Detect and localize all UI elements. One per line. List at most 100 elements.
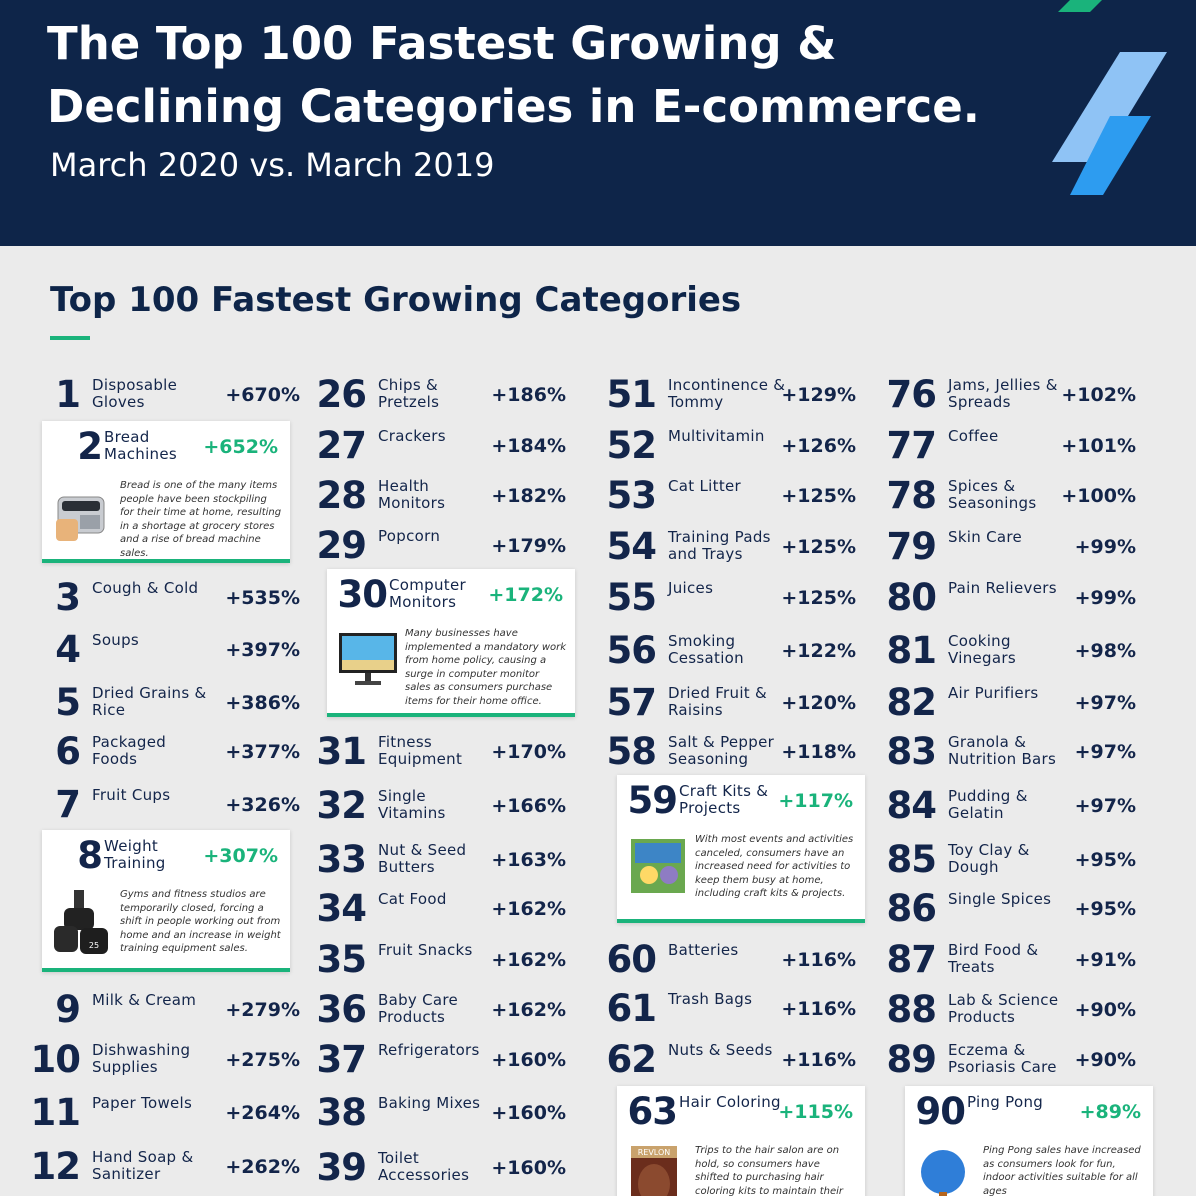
category-label: Paper Towels [92,1094,193,1112]
category-row: 9 Milk & Cream +279% [20,990,300,1030]
growth-percent: +125% [781,587,856,609]
rank-number: 85 [886,838,938,881]
growth-percent: +116% [781,1049,856,1071]
category-label: Dried Grains & Rice [92,684,207,719]
rank-number: 12 [30,1145,82,1188]
card-description: Bread is one of the many items people ha… [120,480,282,559]
hair-dye-icon: REVLON [625,1144,691,1196]
category-row: 6 Packaged Foods +377% [20,730,300,773]
growth-percent: +397% [225,639,300,661]
category-label: Toilet Accessories [378,1149,470,1184]
growth-percent: +125% [781,536,856,558]
category-label: Single Spices [948,890,1052,908]
growth-percent: +97% [1074,795,1136,817]
category-row: 12 Hand Soap & Sanitizer +262% [20,1145,301,1188]
category-row: 35 Fruit Snacks +162% [306,940,576,980]
rank-number: 78 [886,474,938,517]
category-label: Cat Litter [668,477,741,495]
growth-percent: +652% [203,436,278,458]
category-label: Juices [668,579,714,597]
rank-number: 59 [627,779,679,822]
category-row: 38 Baking Mixes +160% [306,1093,576,1133]
category-row: 81 Cooking Vinegars +98% [876,631,1146,671]
category-label: Lab & Science Products [948,991,1059,1026]
category-label: Dishwashing Supplies [92,1041,191,1076]
category-row: 31 Fitness Equipment +170% [306,732,576,772]
growth-percent: +116% [781,949,856,971]
category-row: 1 Disposable Gloves +670% [20,375,300,415]
growth-percent: +95% [1074,898,1136,920]
category-row: 79 Skin Care +99% [876,527,1146,567]
card-description: Trips to the hair salon are on hold, so … [695,1145,843,1196]
category-row: 4 Soups +397% [20,630,300,670]
rank-number: 32 [316,784,368,827]
rank-number: 77 [886,424,938,467]
growth-percent: +377% [225,741,300,763]
rank-number: 6 [55,730,81,773]
category-label: Weight Training [104,837,166,872]
category-label: Skin Care [948,528,1023,546]
rank-number: 39 [316,1146,368,1189]
highlight-card: 2 Bread Machines +652% Bread is one of the … [42,421,290,563]
growth-percent: +162% [491,898,566,920]
growth-percent: +97% [1074,692,1136,714]
page-subtitle: March 2020 vs. March 2019 [50,146,495,184]
rank-number: 57 [606,681,658,724]
rank-number: 90 [915,1090,967,1133]
rank-number: 2 [77,425,103,468]
growth-percent: +264% [225,1102,300,1124]
rank-number: 11 [30,1091,82,1134]
rank-number: 79 [886,525,938,568]
growth-percent: +125% [781,485,856,507]
category-row: 87 Bird Food & Treats +91% [876,940,1146,980]
section-underline [50,336,90,340]
category-label: Soups [92,631,140,649]
category-label: Cooking Vinegars [948,632,1016,667]
category-label: Cat Food [378,890,447,908]
category-label: Hair Coloring [679,1093,781,1111]
rank-number: 80 [886,576,938,619]
growth-percent: +99% [1074,536,1136,558]
growth-percent: +116% [781,998,856,1020]
rank-number: 27 [316,424,368,467]
category-label: Baby Care Products [378,991,459,1026]
growth-percent: +90% [1074,999,1136,1021]
rank-number: 81 [886,629,938,672]
rank-number: 51 [606,373,658,416]
growth-percent: +179% [491,535,566,557]
growth-percent: +386% [225,692,300,714]
category-row: 39 Toilet Accessories +160% [306,1148,576,1188]
rank-number: 58 [606,730,658,773]
category-row: 11 Paper Towels +264% [20,1091,301,1134]
category-row: 76 Jams, Jellies & Spreads +102% [876,375,1146,415]
growth-percent: +279% [225,999,300,1021]
category-label: Dried Fruit & Raisins [668,684,768,719]
highlight-card: 8 Weight Training +307% 25 Gyms and fitness … [42,830,290,972]
category-row: 54 Training Pads and Trays +125% [596,527,866,567]
category-row: 29 Popcorn +179% [306,526,576,566]
category-label: Bird Food & Treats [948,941,1039,976]
category-row: 82 Air Purifiers +97% [876,683,1146,723]
category-row: 52 Multivitamin +126% [596,426,866,466]
category-row: 86 Single Spices +95% [876,889,1146,929]
card-description: Ping Pong sales have increased as consum… [983,1145,1141,1196]
category-row: 60 Batteries +116% [596,940,866,980]
growth-percent: +97% [1074,741,1136,763]
category-label: Incontinence & Tommy [668,376,786,411]
growth-percent: +186% [491,384,566,406]
category-row: 58 Salt & Pepper Seasoning +118% [596,732,866,772]
category-label: Popcorn [378,527,441,545]
growth-percent: +101% [1061,435,1136,457]
rank-number: 5 [55,681,81,724]
growth-percent: +95% [1074,849,1136,871]
category-label: Air Purifiers [948,684,1039,702]
category-label: Fruit Snacks [378,941,473,959]
rank-number: 56 [606,629,658,672]
highlight-card: 30 Computer Monitors +172% Many businesses … [327,569,575,717]
rank-number: 55 [606,576,658,619]
category-row: 53 Cat Litter +125% [596,476,866,516]
rank-number: 84 [886,784,938,827]
highlight-card: 63 Hair Coloring +115% REVLON Trips to the h… [617,1086,865,1196]
growth-percent: +91% [1074,949,1136,971]
growth-percent: +326% [225,794,300,816]
